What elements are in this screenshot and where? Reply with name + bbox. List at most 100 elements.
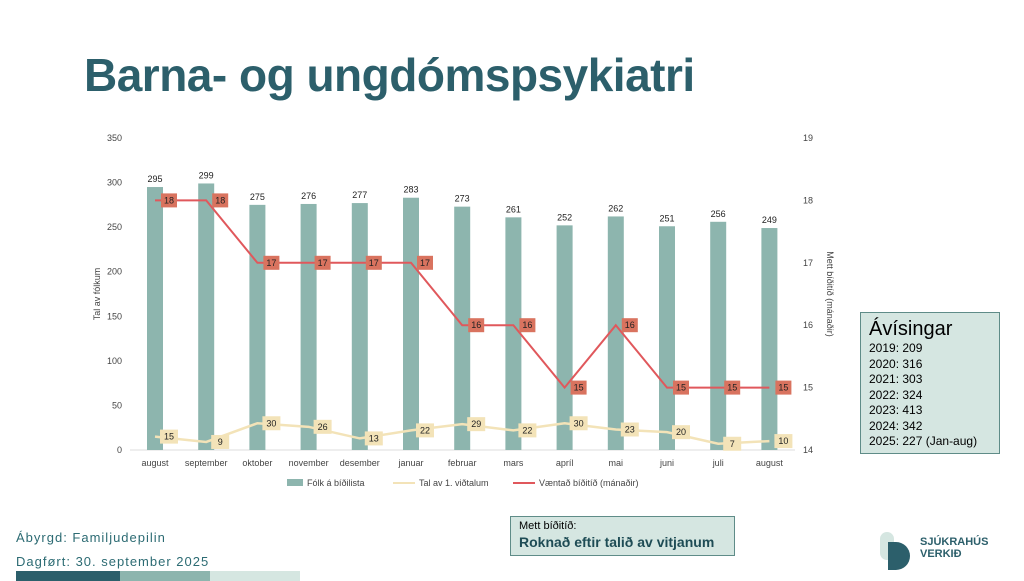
page-title: Barna- og ungdómspsykiatri <box>84 49 695 101</box>
note-text: Roknað eftir talið av vitjanum <box>519 534 715 550</box>
legend-label: Tal av 1. viðtalum <box>419 478 489 488</box>
line-point-marker <box>161 193 177 208</box>
bar-data-label: 256 <box>711 209 726 219</box>
line-point-marker <box>673 380 689 395</box>
avisingar-line: 2024: 342 <box>869 418 923 433</box>
avisingar-line: 2021: 303 <box>869 372 923 386</box>
responsible-text: Ábyrgd: Familjudepilin <box>16 530 166 545</box>
bar <box>147 187 163 450</box>
y-right-tick-label: 18 <box>803 195 813 205</box>
y-right-tick-label: 17 <box>803 258 813 268</box>
x-tick-label: september <box>185 458 228 468</box>
bar-data-label: 295 <box>147 174 162 184</box>
line-data-label: 30 <box>574 418 584 428</box>
line-point-marker <box>314 255 331 270</box>
line-data-label: 17 <box>266 258 276 268</box>
line-data-label: 10 <box>778 436 788 446</box>
logo: SJÚKRAHÚS VERKIÐ <box>880 530 988 570</box>
line-point-marker <box>672 425 690 440</box>
line-data-label: 16 <box>522 320 532 330</box>
line-point-marker <box>620 422 639 437</box>
line-data-label: 22 <box>522 425 532 435</box>
bar <box>556 225 573 450</box>
logo-text-2: VERKIÐ <box>920 548 962 560</box>
line-point-marker <box>313 419 332 434</box>
line-data-label: 9 <box>218 437 223 447</box>
line-data-label: 13 <box>369 433 379 443</box>
x-tick-label: juli <box>712 458 724 468</box>
y-right-tick-label: 16 <box>803 320 813 330</box>
bar <box>659 226 675 450</box>
line-point-marker <box>364 431 383 446</box>
line-point-marker <box>569 416 588 431</box>
line-point-marker <box>621 318 638 333</box>
bar-data-label: 283 <box>403 185 418 195</box>
logo-mark-icon <box>880 532 910 570</box>
line-point-marker <box>263 255 280 270</box>
y-tick-label: 150 <box>107 311 122 321</box>
note-label: Mett bíðitíð: <box>519 520 577 532</box>
y-tick-label: 0 <box>117 445 122 455</box>
x-tick-label: januar <box>397 458 423 468</box>
line-data-label: 30 <box>266 418 276 428</box>
line-data-label: 16 <box>625 320 635 330</box>
logo-text-1: SJÚKRAHÚS <box>920 536 989 548</box>
line-point-marker <box>723 436 742 451</box>
bar <box>710 221 727 450</box>
y-axis-label: Tal av fólkum <box>92 268 102 321</box>
y-tick-label: 200 <box>107 267 122 277</box>
footer-strip-3 <box>210 571 300 581</box>
line-point-marker <box>212 193 229 208</box>
bar-data-label: 276 <box>301 191 316 201</box>
line-data-label: 26 <box>318 422 328 432</box>
line-data-label: 15 <box>164 432 174 442</box>
updated-text: Dagført: 30. september 2025 <box>16 554 210 569</box>
line-data-label: 7 <box>730 439 735 449</box>
line-point-marker <box>262 416 281 431</box>
bar <box>505 217 522 450</box>
y-tick-label: 250 <box>107 222 122 232</box>
series-line-first-interviews <box>154 421 770 446</box>
line-data-label: 18 <box>164 195 174 205</box>
y-right-tick-label: 15 <box>803 383 813 393</box>
line-data-label: 15 <box>727 383 737 393</box>
line-data-label: 15 <box>778 383 788 393</box>
line-data-label: 16 <box>471 320 481 330</box>
x-tick-label: apríl <box>556 458 574 468</box>
bar-data-label: 252 <box>557 212 572 222</box>
y-tick-label: 100 <box>107 356 122 366</box>
note-box: Mett bíðitíð: Roknað eftir talið av vitj… <box>510 516 735 556</box>
line-data-label: 18 <box>215 195 225 205</box>
line-point-marker <box>774 434 793 449</box>
series-line-expected-wait <box>155 199 770 390</box>
avisingar-title: Ávísingar <box>869 318 953 340</box>
y-right-tick-label: 19 <box>803 133 813 143</box>
x-tick-label: august <box>141 458 169 468</box>
line-data-label: 17 <box>369 258 379 268</box>
x-tick-label: februar <box>448 458 477 468</box>
bar-data-label: 275 <box>250 192 265 202</box>
bar <box>454 206 471 450</box>
bar <box>403 197 419 450</box>
line-data-label: 23 <box>625 424 635 434</box>
line-data-label: 17 <box>420 258 430 268</box>
x-tick-label: juni <box>659 458 674 468</box>
bar-data-label: 251 <box>659 213 674 223</box>
legend-label: Fólk á bíðilista <box>307 478 365 488</box>
y-right-axis-label: Mett bíðitíð (mánaðir) <box>825 251 835 337</box>
legend-label: Væntað bíðitíð (mánaðir) <box>539 478 639 488</box>
avisingar-line: 2022: 324 <box>869 387 923 402</box>
line-data-label: 22 <box>420 425 430 435</box>
bar-data-label: 262 <box>608 203 623 213</box>
avisingar-line: 2025: 227 (Jan-aug) <box>869 434 978 448</box>
line-data-label: 15 <box>574 383 584 393</box>
avisingar-line: 2019: 209 <box>869 341 923 355</box>
bar-data-label: 261 <box>506 204 521 214</box>
line-point-marker <box>467 417 486 432</box>
line-point-marker <box>518 423 537 438</box>
x-tick-label: november <box>289 458 329 468</box>
y-tick-label: 350 <box>107 133 122 143</box>
line-point-marker <box>570 380 587 395</box>
bar <box>249 204 266 450</box>
